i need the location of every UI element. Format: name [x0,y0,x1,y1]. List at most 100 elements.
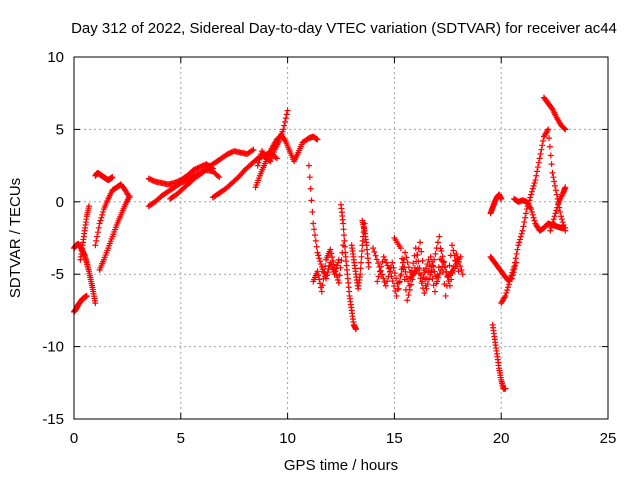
data-point [505,281,512,288]
data-point [419,257,426,264]
data-point [393,292,400,299]
data-point [554,204,561,211]
data-point [405,292,412,299]
data-point [528,208,535,215]
data-point [401,276,408,283]
data-point [337,264,344,271]
data-point [309,208,316,215]
axis-ticks: 0 5 10 15 20 25 -15 -10 -5 0 5 10 [42,49,616,447]
data-point [521,219,528,226]
data-point [318,288,325,295]
data-point [550,216,557,223]
data-point [557,208,564,215]
data-point [538,146,545,153]
data-point [316,255,323,262]
series-seg27 [547,184,569,234]
data-point [427,271,434,278]
data-point [333,271,340,278]
data-point [331,265,338,272]
data-point [375,260,382,267]
data-point [406,286,413,293]
data-point [335,276,342,283]
data-point [431,268,438,275]
data-point [249,147,256,154]
data-point [434,239,441,246]
data-point [376,268,383,275]
data-point [549,169,556,176]
data-point [445,272,452,279]
data-point [553,207,560,214]
data-point [520,223,527,230]
data-point [314,249,321,256]
data-point [306,174,313,181]
data-point [393,275,400,282]
data-point [516,239,523,246]
data-point [414,252,421,259]
data-point [257,153,264,160]
data-point [408,281,415,288]
data-point [546,135,553,142]
series-seg4 [92,181,133,249]
data-point [96,220,103,227]
data-point [438,248,445,255]
data-point [335,279,342,286]
data-point [394,286,401,293]
data-point [551,178,558,185]
data-point [418,248,425,255]
data-point [537,151,544,158]
data-point [402,249,409,256]
data-point [310,220,317,227]
data-point [330,261,337,268]
data-point [95,224,102,231]
data-point [540,137,547,144]
data-point [508,272,515,279]
data-point [329,254,336,261]
series-seg8 [145,161,216,188]
data-point [552,210,559,217]
data-point [532,177,539,184]
data-point [382,282,389,289]
series-seg22 [489,321,509,392]
data-point [552,187,559,194]
plot-frame [73,56,609,420]
data-point [358,259,365,266]
series-seg17 [359,217,372,270]
data-point [340,220,347,227]
data-point [425,256,432,263]
data-point [410,271,417,278]
data-point [308,197,315,204]
data-point [498,195,505,202]
data-point [329,257,336,264]
data-point [507,275,514,282]
x-tick-label: 15 [386,430,403,447]
data-point [509,269,516,276]
y-tick-label: 10 [47,49,64,66]
data-point [454,263,461,270]
data-point [458,267,465,274]
data-point [370,245,377,252]
data-point [548,161,555,168]
data-point [94,233,101,240]
data-point [403,254,410,261]
data-point [529,211,536,218]
data-point [534,168,541,175]
data-point [399,255,406,262]
data-point [431,288,438,295]
data-point [437,245,444,252]
data-point [411,264,418,271]
data-point [254,162,261,169]
data-point [553,191,560,198]
series-seg14 [310,242,347,295]
data-point [527,194,534,201]
series-seg24 [498,126,569,307]
data-point [421,269,428,276]
data-point [312,237,319,244]
x-tick-label: 0 [70,430,78,447]
data-point [448,276,455,283]
data-point [548,224,555,231]
series-seg3 [77,203,92,263]
data-point [513,250,520,257]
data-point [424,281,431,288]
y-tick-label: 5 [56,121,64,138]
